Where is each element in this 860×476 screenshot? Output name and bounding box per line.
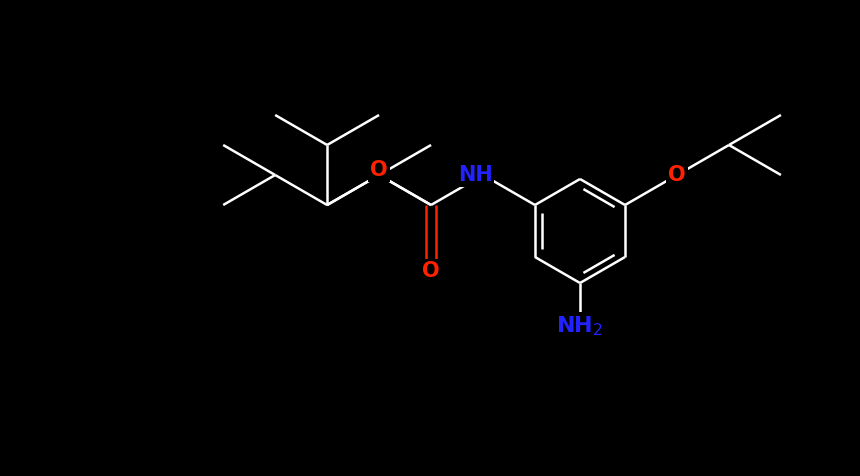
Text: O: O xyxy=(668,165,685,185)
Text: O: O xyxy=(422,261,439,281)
Text: NH: NH xyxy=(458,165,493,185)
Text: O: O xyxy=(371,160,388,180)
Text: NH$_2$: NH$_2$ xyxy=(556,314,604,338)
